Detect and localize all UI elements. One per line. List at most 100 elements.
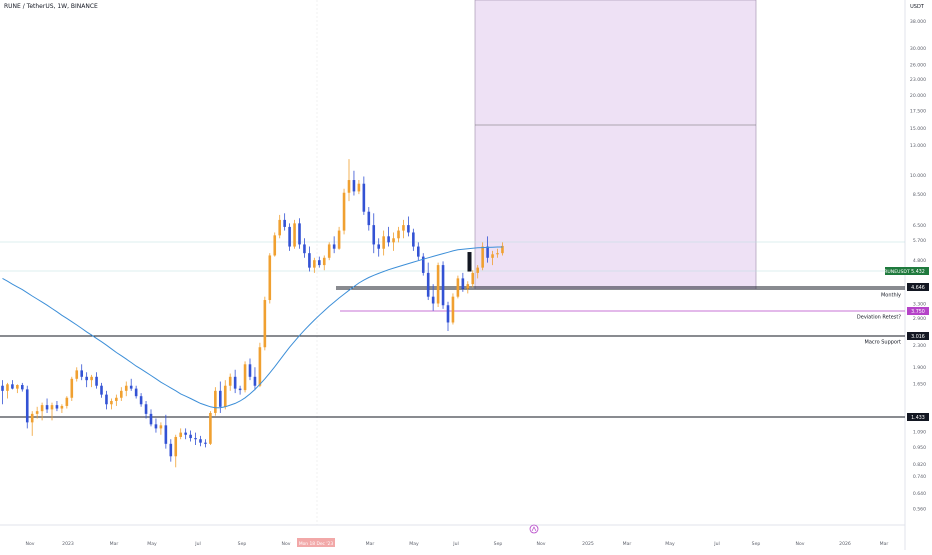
candle-body <box>461 278 465 289</box>
price-axis-tick: 1.900 <box>913 365 926 371</box>
level-label: Monthly <box>881 293 901 299</box>
price-axis-tick: 2.300 <box>913 343 926 349</box>
candle-body <box>228 376 232 386</box>
time-axis-tick: Sep <box>238 541 247 547</box>
price-badge-deviation-text: 3.750 <box>911 309 925 315</box>
time-axis-tick: Mar <box>110 541 119 547</box>
candle-body <box>342 192 346 231</box>
price-axis-tick: 17.500 <box>910 108 926 114</box>
time-axis-tick: Jul <box>713 541 720 547</box>
candle-body <box>268 255 272 301</box>
candle-body <box>30 413 34 423</box>
time-axis-tick: 2023 <box>62 541 74 547</box>
candle-body <box>337 230 341 249</box>
candle-body <box>327 244 331 258</box>
candle-body <box>110 400 113 405</box>
candle-body <box>392 238 395 243</box>
price-axis-tick: 0.820 <box>913 462 926 468</box>
time-axis-tick: Nov <box>26 541 35 547</box>
candle-body <box>65 397 69 406</box>
moving-average-line <box>2 246 503 409</box>
candle-body <box>199 439 202 443</box>
candle-body <box>174 436 178 457</box>
price-axis-tick: 3.300 <box>913 301 926 307</box>
candle-body <box>298 223 301 245</box>
time-axis-tick: 2025 <box>582 541 594 547</box>
price-badge-macro <box>907 332 929 340</box>
level-label: Deviation Retest? <box>857 315 901 321</box>
marked-candle <box>467 252 472 272</box>
price-axis-tick: 1.090 <box>913 429 926 435</box>
candle-body <box>397 230 400 239</box>
price-axis-tick: 0.640 <box>913 491 926 497</box>
candle-body <box>412 232 415 247</box>
candle-body <box>431 296 435 304</box>
chart-title: RUNE / TetherUS, 1W, BINANCE <box>4 3 98 10</box>
time-axis-highlight-text: Mon 18 Dec '23 <box>299 541 334 547</box>
candle-body <box>486 246 489 258</box>
candle-body <box>476 267 479 273</box>
candle-body <box>436 265 440 304</box>
last-price-text: 5.432 <box>911 269 925 275</box>
price-axis-tick: 30.000 <box>910 46 926 52</box>
candle-body <box>189 434 192 439</box>
candle-body <box>322 257 326 266</box>
candle-body <box>144 404 148 414</box>
candle-body <box>352 180 356 192</box>
candle-body <box>154 424 158 429</box>
candle-body <box>407 225 410 233</box>
candle-body <box>40 405 44 412</box>
time-axis-tick: May <box>665 541 675 547</box>
price-axis-tick: 6.500 <box>913 223 926 229</box>
candle-body <box>456 278 460 297</box>
candle-body <box>124 385 128 391</box>
level-label: Macro Support <box>865 340 902 346</box>
price-axis-tick: 26.000 <box>910 63 926 69</box>
candle-body <box>204 442 207 444</box>
candle-body <box>382 236 385 249</box>
time-axis-tick: Sep <box>494 541 503 547</box>
event-icon <box>529 524 539 534</box>
candle-body <box>263 300 267 348</box>
candle-body <box>134 388 138 397</box>
candle-body <box>219 390 222 407</box>
price-axis-tick: 0.950 <box>913 445 926 451</box>
candle-body <box>491 254 494 258</box>
candle-body <box>95 376 98 386</box>
candle-body <box>179 432 182 437</box>
candle-body <box>243 364 247 391</box>
time-axis-tick: Mar <box>366 541 375 547</box>
time-axis-tick: May <box>147 541 157 547</box>
candle-body <box>238 388 242 391</box>
candle-body <box>273 235 277 256</box>
candle-body <box>421 256 425 273</box>
time-axis-tick: Nov <box>282 541 291 547</box>
time-axis-tick: Jul <box>194 541 201 547</box>
price-badge-macro-text: 3.016 <box>911 334 925 340</box>
candle-body <box>293 223 296 247</box>
candle-body <box>313 260 316 268</box>
price-badge-low <box>907 413 929 421</box>
candle-body <box>90 376 93 381</box>
candle-body <box>75 370 79 379</box>
candle-body <box>139 396 143 405</box>
candle-body <box>115 397 118 401</box>
price-axis-tick: 20.000 <box>910 93 926 99</box>
candle-body <box>303 244 306 254</box>
candle-body <box>60 405 64 409</box>
candle-body <box>85 376 88 381</box>
price-axis-currency: USDT <box>910 4 925 10</box>
candle-body <box>1 385 4 391</box>
candle-body <box>496 253 499 255</box>
candle-body <box>129 385 133 389</box>
candle-body <box>417 246 420 257</box>
candle-body <box>446 305 450 323</box>
price-badge-level-text: 4.646 <box>911 285 925 291</box>
candle-body <box>80 370 83 377</box>
candle-body <box>387 236 390 243</box>
time-axis-tick: Mar <box>880 541 889 547</box>
candle-body <box>347 180 351 193</box>
candle-body <box>184 432 187 435</box>
